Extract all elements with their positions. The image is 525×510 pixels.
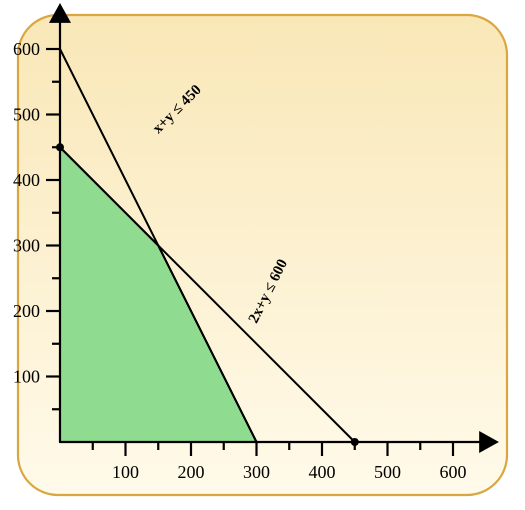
y-tick-label: 600 [13,39,40,59]
x-tick-label: 600 [440,462,467,482]
y-tick-label: 300 [13,236,40,256]
y-tick-label: 100 [13,367,40,387]
x-tick-label: 200 [178,462,205,482]
y-tick-label: 500 [13,105,40,125]
y-tick-label: 200 [13,301,40,321]
x-tick-label: 300 [243,462,270,482]
x-tick-label: 400 [309,462,336,482]
lp-chart: x+y ≤ 4502x+y ≤ 600100200300400500600100… [0,0,525,510]
chart-container: x+y ≤ 4502x+y ≤ 600100200300400500600100… [0,0,525,510]
x-tick-label: 100 [112,462,139,482]
y-tick-label: 400 [13,170,40,190]
x-tick-label: 500 [374,462,401,482]
